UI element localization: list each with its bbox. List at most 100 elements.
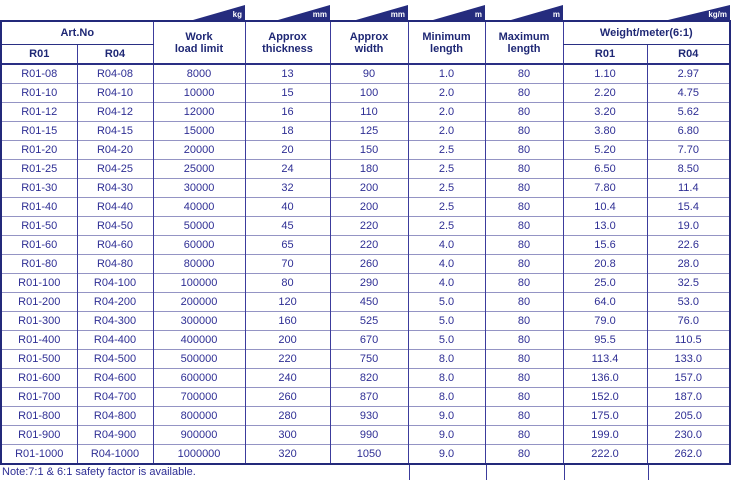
column-divider [564, 465, 565, 480]
header-approx-thickness: Approx thickness [244, 22, 331, 65]
table-cell: 157.0 [646, 367, 730, 387]
table-body: R01-08 R04-08 8000 13 90 1.0 80 1.10 2.97 R01-10 R… [2, 63, 730, 463]
table-cell: R01-1000 [2, 443, 77, 463]
table-cell: R01-20 [2, 139, 77, 159]
table-cell: 2.5 [407, 177, 486, 197]
table-header: Art.No Work load limit Approx thickness … [2, 22, 730, 65]
table-cell: 13 [244, 63, 331, 83]
table-cell: 19.0 [646, 215, 730, 235]
table-cell: 4.0 [407, 234, 486, 254]
table-cell: 80 [484, 253, 564, 273]
table-cell: 8.0 [407, 348, 486, 368]
unit-flag-label: kg [232, 10, 242, 19]
table-cell: R04-900 [76, 424, 154, 444]
table-cell: 53.0 [646, 291, 730, 311]
table-cell: 7.80 [562, 177, 648, 197]
table-cell: 100 [329, 82, 409, 102]
table-cell: 20 [244, 139, 331, 159]
table-cell: 222.0 [562, 443, 648, 463]
table-cell: 32.5 [646, 272, 730, 292]
table-cell: R04-10 [76, 82, 154, 102]
table-cell: 750 [329, 348, 409, 368]
table-cell: 11.4 [646, 177, 730, 197]
table-row: R01-12 R04-12 12000 16 110 2.0 80 3.20 5.62 [2, 101, 730, 121]
table-cell: 4.0 [407, 272, 486, 292]
table-cell: R04-600 [76, 367, 154, 387]
unit-flag-mm: mm [356, 5, 408, 20]
unit-flag-kgm: kg/m [668, 5, 730, 20]
table-cell: 5.20 [562, 139, 648, 159]
table-cell: R01-12 [2, 101, 77, 121]
table-cell: R04-25 [76, 158, 154, 178]
table-cell: 9.0 [407, 424, 486, 444]
table-cell: 700000 [152, 386, 246, 406]
table-cell: 110.5 [646, 329, 730, 349]
table-row: R01-30 R04-30 30000 32 200 2.5 80 7.80 11.4 [2, 177, 730, 197]
table-cell: 5.0 [407, 329, 486, 349]
table-cell: 80 [484, 348, 564, 368]
header-row-2: R01 R04 R01 R04 [2, 44, 730, 65]
table-cell: R01-10 [2, 82, 77, 102]
header-minimum-length: Minimum length [407, 22, 486, 65]
table-cell: 290 [329, 272, 409, 292]
header-r04: R04 [76, 44, 154, 65]
table-cell: 80 [484, 405, 564, 425]
table-cell: 32 [244, 177, 331, 197]
table-cell: R04-08 [76, 63, 154, 83]
table-cell: 2.5 [407, 196, 486, 216]
table-cell: 2.97 [646, 63, 730, 83]
table-cell: 450 [329, 291, 409, 311]
table-cell: 12000 [152, 101, 246, 121]
table-row: R01-400 R04-400 400000 200 670 5.0 80 95.5 110.5 [2, 329, 730, 349]
table-cell: 79.0 [562, 310, 648, 330]
table-cell: 820 [329, 367, 409, 387]
table-cell: 262.0 [646, 443, 730, 463]
unit-flag-kg: kg [193, 5, 245, 20]
table-cell: 80 [484, 272, 564, 292]
table-cell: R01-500 [2, 348, 77, 368]
table-cell: 15.6 [562, 234, 648, 254]
unit-flag-label: kg/m [708, 10, 727, 19]
header-row-1: Art.No Work load limit Approx thickness … [2, 22, 730, 65]
table-cell: 18 [244, 120, 331, 140]
table-cell: 90 [329, 63, 409, 83]
table-cell: 20.8 [562, 253, 648, 273]
header-approx-width: Approx width [329, 22, 409, 65]
unit-flag-label: mm [390, 10, 405, 19]
table-cell: 30000 [152, 177, 246, 197]
table-cell: 76.0 [646, 310, 730, 330]
table-cell: R04-200 [76, 291, 154, 311]
table-cell: 25000 [152, 158, 246, 178]
table-row: R01-500 R04-500 500000 220 750 8.0 80 113.4 133.… [2, 348, 730, 368]
unit-flag-label: m [552, 10, 560, 19]
table-cell: 240 [244, 367, 331, 387]
table-cell: 1000000 [152, 443, 246, 463]
table-cell: 80 [484, 215, 564, 235]
header-r01: R01 [2, 44, 77, 65]
table-cell: 13.0 [562, 215, 648, 235]
table-cell: 280 [244, 405, 331, 425]
table-cell: 3.80 [562, 120, 648, 140]
table-cell: 80 [484, 63, 564, 83]
unit-flag-label: m [474, 10, 482, 19]
header-weight-r01: R01 [562, 44, 648, 65]
header-weight-meter: Weight/meter(6:1) [562, 22, 730, 45]
table-cell: R01-600 [2, 367, 77, 387]
table-cell: 6.50 [562, 158, 648, 178]
table-row: R01-1000 R04-1000 1000000 320 1050 9.0 80 222.0… [2, 443, 730, 463]
table-cell: 5.0 [407, 291, 486, 311]
column-divider [409, 465, 410, 480]
table-cell: 80 [484, 310, 564, 330]
spec-table: Art.No Work load limit Approx thickness … [2, 22, 730, 463]
table-row: R01-800 R04-800 800000 280 930 9.0 80 175.0 205.… [2, 405, 730, 425]
table-row: R01-10 R04-10 10000 15 100 2.0 80 2.20 4.75 [2, 82, 730, 102]
table-cell: 80 [484, 329, 564, 349]
table-cell: R01-200 [2, 291, 77, 311]
table-row: R01-25 R04-25 25000 24 180 2.5 80 6.50 8.50 [2, 158, 730, 178]
table-cell: 64.0 [562, 291, 648, 311]
table-cell: 8.0 [407, 386, 486, 406]
header-weight-r04: R04 [646, 44, 730, 65]
table-cell: 22.6 [646, 234, 730, 254]
table-cell: R04-40 [76, 196, 154, 216]
table-cell: R01-30 [2, 177, 77, 197]
